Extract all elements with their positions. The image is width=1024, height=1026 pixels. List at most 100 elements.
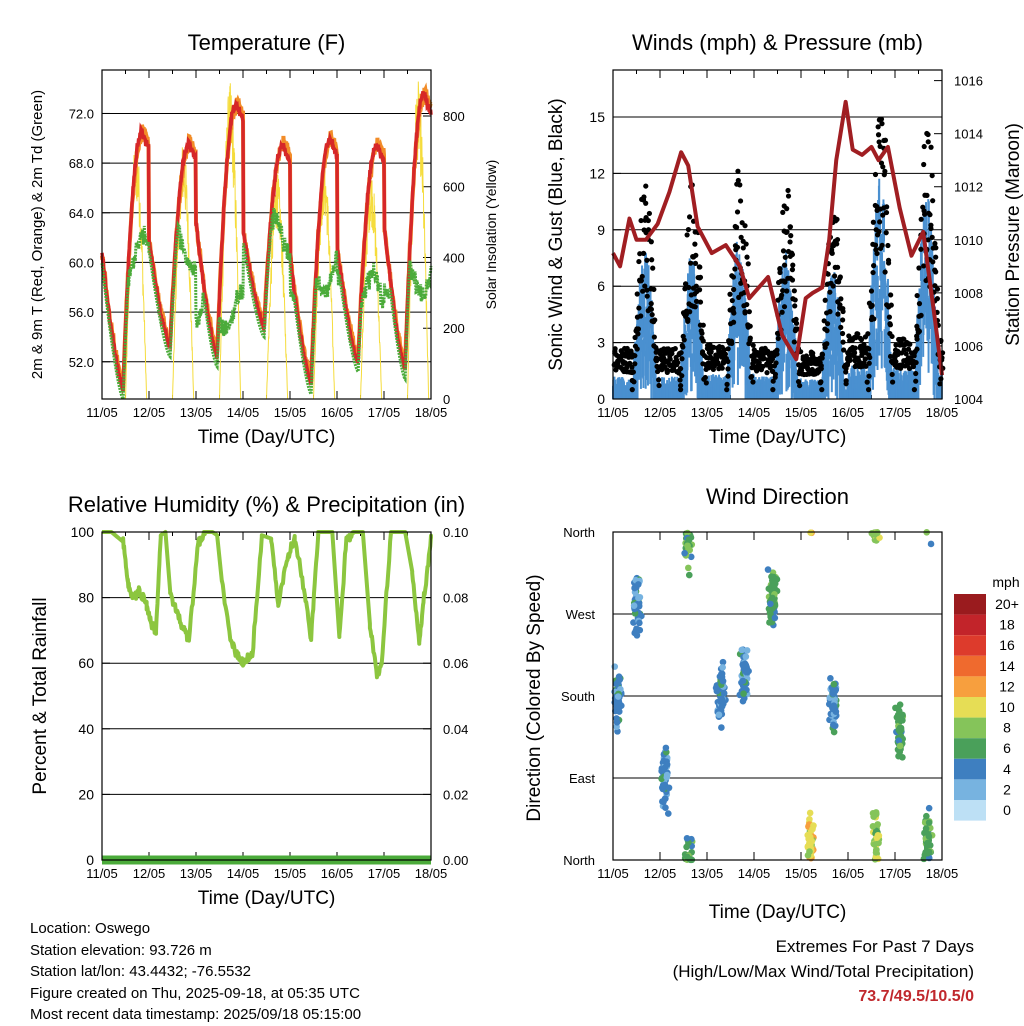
y-tick-label: North <box>563 525 595 540</box>
extremes-title: Extremes For Past 7 Days <box>775 937 974 956</box>
x-tick-label: 11/05 <box>86 405 118 420</box>
y-tick-label: 56.0 <box>69 305 94 320</box>
legend-swatch <box>954 655 986 677</box>
legend-swatch <box>954 614 986 636</box>
x-tick-label: 15/05 <box>274 866 307 881</box>
y-right-tick-label: 0.10 <box>443 525 468 540</box>
y-tick-label: 60.0 <box>69 255 94 270</box>
x-tick-label: 14/05 <box>227 405 260 420</box>
x-axis-label: Time (Day/UTC) <box>198 427 336 448</box>
y-axis-label: Percent & Total Rainfall <box>30 597 51 794</box>
x-tick-label: 18/05 <box>926 866 959 881</box>
x-tick-label: 16/05 <box>321 866 354 881</box>
y-tick-label: East <box>569 771 595 786</box>
y-tick-label: 0 <box>86 852 94 868</box>
legend-swatch <box>954 738 986 759</box>
recent-data-text: Most recent data timestamp: 2025/09/18 0… <box>30 1006 362 1023</box>
y-right-tick-label: 1016 <box>954 74 983 89</box>
extremes-values: 73.7/49.5/10.5/0 <box>858 988 974 1005</box>
panel-title: Temperature (F) <box>188 30 346 55</box>
y-right-tick-label: 400 <box>443 250 465 265</box>
y-axis-label: 2m & 9m T (Red, Orange) & 2m Td (Green) <box>29 90 46 379</box>
x-tick-label: 15/05 <box>785 405 818 420</box>
y-right-tick-label: 0.02 <box>443 787 468 802</box>
plot-frame <box>612 531 943 861</box>
panel-2: Winds (mph) & Pressure (mb) 11/05 12/05 13/… <box>546 30 1024 448</box>
y-axis-label: Sonic Wind & Gust (Blue, Black) <box>546 98 567 370</box>
y-right-tick-label: 0 <box>443 392 450 407</box>
y-right-tick-label: 600 <box>443 180 465 195</box>
legend-label: 2 <box>1003 781 1011 797</box>
legend-swatch <box>954 758 986 780</box>
y-right-tick-label: 200 <box>443 321 465 336</box>
y-right-tick-label: 0.00 <box>443 853 468 868</box>
x-tick-label: 15/05 <box>274 405 307 420</box>
extremes-subtitle: (High/Low/Max Wind/Total Precipitation) <box>672 962 974 981</box>
y-tick-label: 64.0 <box>69 206 94 221</box>
elevation-text: Station elevation: 93.726 m <box>30 941 212 959</box>
legend-label: 14 <box>999 658 1015 674</box>
y-tick-label: 9 <box>597 222 605 238</box>
legend-label: 0 <box>1003 802 1011 818</box>
y-tick-label: 15 <box>589 109 605 125</box>
station-info: Location: Oswego Station elevation: 93.7… <box>30 918 361 1026</box>
panel-3: Relative Humidity (%) & Precipitation (i… <box>30 492 468 909</box>
panel-title: Wind Direction <box>706 484 849 509</box>
y-right-tick-label: 0.06 <box>443 656 468 671</box>
x-tick-label: 13/05 <box>691 866 724 881</box>
x-tick-label: 12/05 <box>644 866 677 881</box>
x-tick-label: 17/05 <box>879 866 912 881</box>
x-tick-label: 16/05 <box>832 405 865 420</box>
solar-insolation-line <box>102 81 431 400</box>
y-right-tick-label: 1006 <box>954 339 983 354</box>
y-tick-label: 72.0 <box>69 106 94 121</box>
y-tick-label: 80 <box>78 590 94 606</box>
legend-swatch <box>954 717 986 739</box>
panel-title: Relative Humidity (%) & Precipitation (i… <box>68 492 465 517</box>
y-tick-label: 12 <box>589 165 605 181</box>
y-tick-label: 52.0 <box>69 355 94 370</box>
dewpoint-line <box>100 208 433 404</box>
legend-swatch <box>954 594 986 615</box>
latlon-text: Station lat/lon: 43.4432; -76.5532 <box>30 963 252 980</box>
x-tick-label: 12/05 <box>133 405 166 420</box>
legend-swatch <box>954 676 986 697</box>
y-right-axis-label: Solar Insolation (Yellow) <box>483 160 499 310</box>
legend-label: 4 <box>1003 761 1011 777</box>
legend-label: 6 <box>1003 740 1011 756</box>
x-tick-label: 12/05 <box>644 405 677 420</box>
wind-direction-points <box>611 528 936 864</box>
t2m-line <box>100 91 433 395</box>
relative-humidity-line <box>100 530 433 680</box>
panel-1: Temperature (F) 11/05 12/05 13/05 14/05 15/05… <box>29 30 499 448</box>
x-tick-label: 13/05 <box>691 405 724 420</box>
y-tick-label: 20 <box>78 786 94 802</box>
y-tick-label: 40 <box>78 721 94 737</box>
plot-frame <box>612 69 943 400</box>
extremes-block: Extremes For Past 7 Days (High/Low/Max W… <box>673 934 974 1009</box>
x-tick-label: 17/05 <box>368 405 401 420</box>
x-tick-label: 11/05 <box>597 866 629 881</box>
x-tick-label: 12/05 <box>133 866 166 881</box>
y-right-axis-label: Station Pressure (Maroon) <box>1003 123 1024 346</box>
x-axis-label: Time (Day/UTC) <box>709 902 847 923</box>
y-right-tick-label: 800 <box>443 109 465 124</box>
speed-legend: mph 20+ 18 16 14 12 10 8 6 4 2 0 <box>954 574 1020 821</box>
y-tick-label: 0 <box>597 391 605 407</box>
plot-frame <box>101 531 432 861</box>
x-tick-label: 18/05 <box>415 866 448 881</box>
x-tick-label: 18/05 <box>926 405 959 420</box>
y-tick-label: 6 <box>597 278 605 294</box>
legend-label: 8 <box>1003 720 1011 736</box>
x-tick-label: 15/05 <box>785 866 818 881</box>
x-tick-label: 14/05 <box>227 866 260 881</box>
t9m-line <box>100 82 433 386</box>
y-tick-label: North <box>563 853 595 868</box>
pressure-line <box>611 99 944 376</box>
legend-swatch <box>954 697 986 718</box>
panel-title: Winds (mph) & Pressure (mb) <box>632 30 923 55</box>
panel-4: North East South West North Wind Direction 11/… <box>524 484 1020 923</box>
x-axis-label: Time (Day/UTC) <box>198 888 336 909</box>
y-right-tick-label: 1012 <box>954 180 983 195</box>
